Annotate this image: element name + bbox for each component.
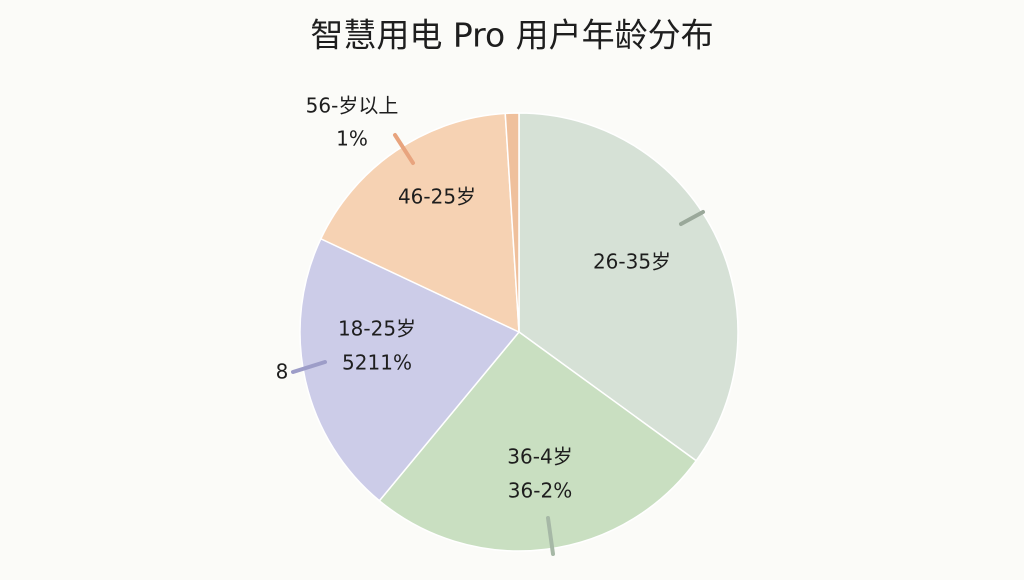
slice-label: 46-25岁 [398,185,476,209]
leader-line [393,133,415,165]
leader-line [679,210,705,226]
pie-slice [504,112,520,333]
leader-line [546,516,555,556]
pie-slice [299,237,521,502]
annotation: 8 [276,360,289,384]
pie [299,112,739,552]
pie-slice [518,112,739,462]
pie-slice [378,330,698,552]
value-label: 1% [336,127,368,151]
annotation: 36-2% [508,479,572,503]
pie-slice [319,112,520,334]
annotation: 5211% [342,351,412,375]
leader-line [291,360,327,374]
slice-label: 56-岁以上 [306,94,399,118]
chart-title: 智慧用电 Pro 用户年龄分布 [310,16,713,55]
slice-label: 18-25岁 [338,317,416,341]
slice-label: 36-4岁 [507,445,572,469]
slice-label: 26-35岁 [593,250,671,274]
